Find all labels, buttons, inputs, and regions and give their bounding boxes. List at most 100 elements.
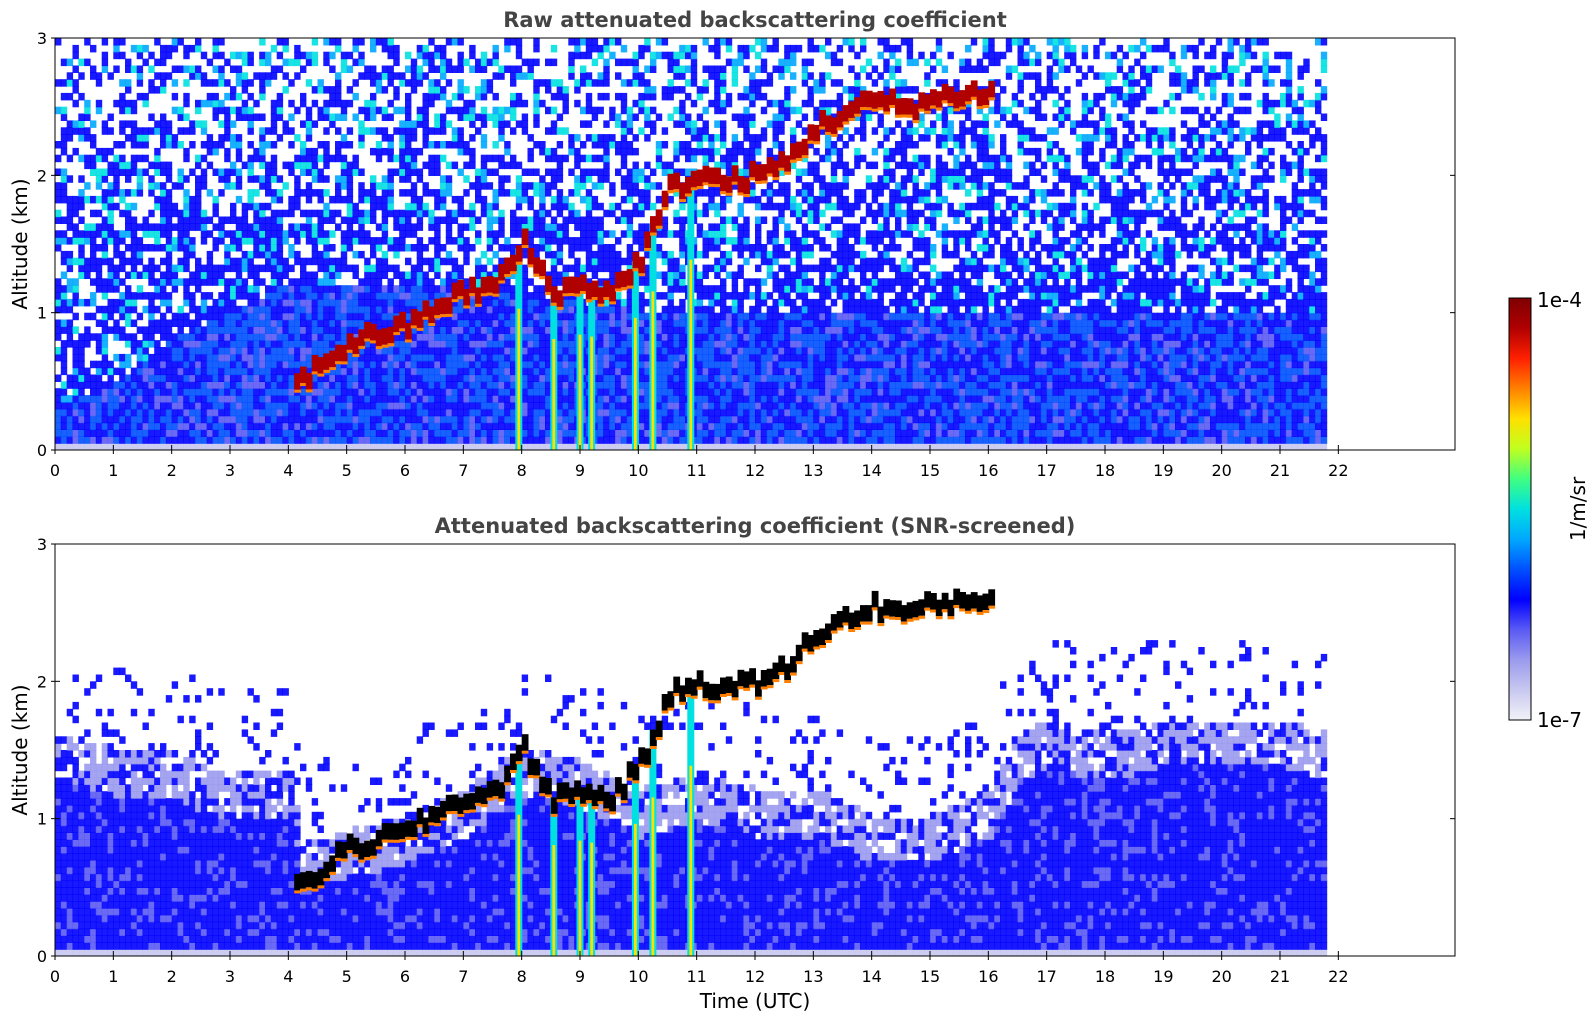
- heat-cell: [416, 120, 424, 128]
- heat-cell: [725, 312, 733, 321]
- heat-cell: [626, 127, 634, 135]
- heat-cell: [545, 395, 552, 403]
- heat-cell: [393, 44, 400, 53]
- heat-cell: [609, 395, 616, 403]
- heat-cell: [533, 58, 540, 67]
- heat-cell: [276, 381, 284, 389]
- heat-cell: [498, 401, 505, 410]
- heat-cell: [253, 113, 260, 121]
- heat-cell: [725, 340, 733, 348]
- heat-cell: [434, 340, 441, 348]
- heat-cell: [702, 429, 709, 437]
- heat-cell: [241, 230, 249, 238]
- heat-cell: [434, 333, 441, 341]
- heat-cell: [177, 319, 184, 327]
- heat-cell: [667, 285, 674, 293]
- heat-cell: [620, 99, 628, 108]
- heat-cell: [235, 244, 243, 252]
- heat-cell: [568, 72, 575, 80]
- heat-cell: [259, 141, 266, 149]
- heat-cell: [276, 216, 284, 224]
- heat-cell: [428, 79, 435, 87]
- heat-cell: [259, 127, 266, 135]
- heat-cell: [475, 347, 482, 355]
- heat-cell: [335, 175, 342, 183]
- heat-cell: [708, 395, 715, 403]
- heat-cell: [189, 422, 196, 430]
- heat-cell: [171, 319, 179, 327]
- heat-cell: [585, 92, 593, 101]
- heat-cell: [206, 79, 214, 87]
- heat-cell: [294, 367, 301, 376]
- heat-cell: [253, 353, 260, 362]
- heat-cell: [311, 161, 319, 170]
- heat-cell: [72, 237, 79, 245]
- heat-cell: [305, 360, 313, 369]
- heat-cell: [422, 415, 429, 424]
- heat-cell: [375, 195, 383, 204]
- heat-cell: [714, 51, 721, 60]
- heat-cell: [55, 298, 62, 307]
- heat-cell: [154, 86, 161, 94]
- heat-cell: [381, 250, 389, 259]
- heat-cell: [241, 347, 249, 355]
- heat-cell: [480, 120, 488, 128]
- heat-cell: [375, 360, 383, 369]
- heat-cell: [638, 99, 645, 108]
- heat-cell: [317, 443, 324, 450]
- heat-cell: [480, 51, 488, 60]
- heat-cell: [265, 58, 272, 67]
- heat-cell: [241, 202, 249, 211]
- heat-cell: [136, 127, 144, 135]
- heat-cell: [346, 209, 354, 218]
- heat-cell: [655, 374, 663, 382]
- heat-cell: [486, 360, 494, 369]
- heat-cell: [405, 388, 412, 396]
- heat-cell: [440, 415, 447, 424]
- heat-cell: [78, 443, 85, 450]
- heat-cell: [603, 250, 610, 259]
- heat-cell: [270, 415, 278, 424]
- heat-cell: [101, 189, 109, 197]
- heat-cell: [90, 395, 97, 403]
- heat-cell: [626, 216, 634, 224]
- heat-cell: [130, 367, 138, 376]
- heat-cell: [615, 374, 622, 382]
- heat-cell: [352, 388, 359, 396]
- heat-cell: [270, 422, 278, 430]
- heat-cell: [212, 340, 219, 348]
- heat-cell: [247, 305, 254, 314]
- heat-cell: [230, 333, 237, 341]
- heat-cell: [218, 51, 225, 60]
- heat-cell: [696, 298, 704, 307]
- heat-cell: [585, 202, 593, 211]
- heat-cell: [539, 230, 546, 238]
- heat-cell: [107, 360, 114, 369]
- heat-cell: [84, 257, 91, 266]
- heat-cell: [626, 305, 634, 314]
- heat-cell: [60, 271, 68, 279]
- heat-cell: [218, 305, 225, 314]
- heat-cell: [311, 278, 319, 286]
- heat-cell: [457, 237, 464, 245]
- heat-cell: [620, 79, 628, 87]
- heat-cell: [527, 353, 534, 362]
- heat-cell: [78, 237, 85, 245]
- heat-cell: [609, 209, 616, 218]
- heat-cell: [539, 326, 546, 334]
- heat-cell: [224, 374, 231, 382]
- heat-cell: [183, 244, 190, 252]
- heat-cell: [276, 175, 284, 183]
- heat-cell: [300, 292, 307, 300]
- heat-cell: [410, 333, 418, 341]
- heat-cell: [393, 381, 400, 389]
- heat-cell: [224, 182, 231, 190]
- heat-cell: [440, 72, 447, 80]
- heat-cell: [527, 360, 534, 369]
- heat-cell: [655, 244, 663, 252]
- heat-cell: [101, 202, 109, 211]
- heat-cell: [195, 271, 202, 279]
- heat-cell: [545, 429, 552, 437]
- heat-cell: [451, 319, 459, 327]
- heat-cell: [638, 340, 645, 348]
